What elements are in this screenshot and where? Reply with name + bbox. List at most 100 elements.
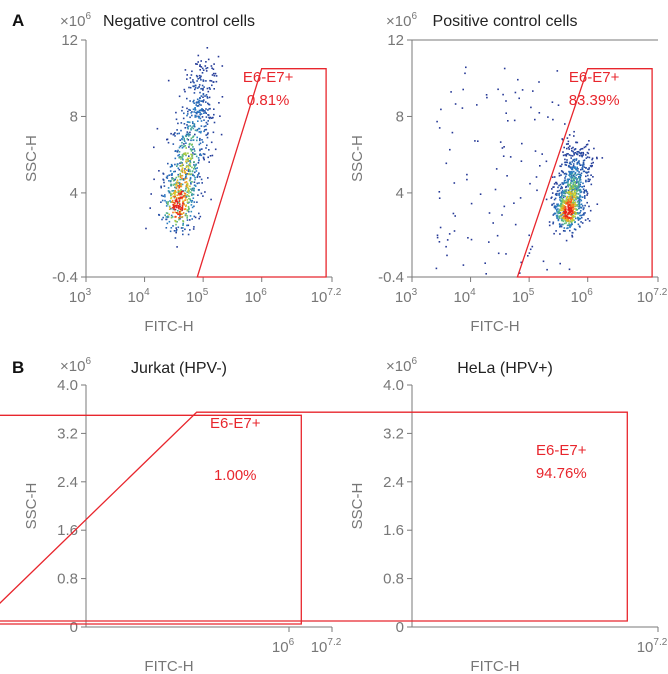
- event-dot: [435, 267, 438, 270]
- event-dot: [202, 69, 205, 71]
- event-dot: [181, 164, 183, 167]
- event-dot: [189, 165, 192, 167]
- event-dot: [579, 217, 581, 220]
- event-dot: [572, 146, 574, 149]
- event-dot: [186, 131, 189, 133]
- event-dot: [192, 100, 194, 103]
- event-dot: [176, 181, 178, 183]
- event-dot: [572, 174, 575, 177]
- event-dot: [551, 196, 553, 199]
- event-dot: [587, 171, 590, 173]
- event-dot: [193, 85, 195, 88]
- event-dot: [213, 88, 215, 90]
- event-dot: [180, 227, 183, 229]
- event-dot: [185, 212, 187, 215]
- event-dot: [572, 193, 574, 196]
- event-dot: [189, 142, 191, 145]
- event-dot: [175, 229, 178, 231]
- event-dot: [572, 188, 575, 191]
- event-dot: [570, 196, 572, 198]
- gate-polygon: [0, 411, 628, 622]
- event-dot: [562, 204, 564, 206]
- event-dot: [170, 163, 173, 166]
- event-dot: [185, 154, 187, 157]
- event-dot: [464, 72, 466, 75]
- event-dot: [191, 187, 194, 190]
- event-dot: [185, 133, 188, 136]
- event-dot: [187, 139, 190, 141]
- event-dot: [192, 152, 194, 154]
- event-dot: [185, 205, 187, 208]
- event-dot: [557, 212, 559, 215]
- event-dot: [164, 194, 166, 196]
- event-dot: [580, 148, 582, 150]
- event-dot: [566, 202, 568, 205]
- event-dot: [528, 252, 531, 254]
- event-dot: [199, 91, 201, 94]
- event-dot: [196, 110, 199, 113]
- event-dot: [505, 112, 507, 114]
- event-dot: [188, 195, 191, 198]
- event-dot: [555, 230, 557, 232]
- event-dot: [218, 102, 220, 104]
- event-dot: [181, 144, 183, 147]
- event-dot: [584, 197, 586, 199]
- event-dot: [569, 229, 571, 232]
- event-dot: [181, 174, 184, 177]
- event-dot: [181, 162, 183, 164]
- event-dot: [162, 172, 164, 175]
- event-dot: [588, 167, 590, 169]
- event-dot: [176, 129, 178, 131]
- event-dot: [177, 190, 180, 193]
- event-dot: [171, 165, 173, 167]
- event-dot: [207, 156, 209, 159]
- event-dot: [560, 204, 563, 207]
- event-dot: [178, 201, 180, 204]
- event-dot: [214, 72, 217, 75]
- event-dot: [563, 195, 566, 197]
- event-dot: [187, 195, 189, 197]
- event-dot: [192, 193, 195, 196]
- event-dot: [203, 125, 206, 128]
- event-dot: [558, 184, 560, 187]
- event-dot: [573, 170, 575, 173]
- event-dot: [181, 207, 184, 209]
- event-dot: [150, 193, 152, 195]
- event-dot: [574, 215, 576, 218]
- event-dot: [585, 180, 587, 183]
- event-dot: [552, 186, 554, 188]
- event-dot: [592, 161, 594, 164]
- event-dot: [561, 193, 563, 196]
- event-dot: [205, 80, 207, 82]
- event-dot: [200, 125, 203, 127]
- event-dot: [582, 188, 585, 190]
- event-dot: [177, 205, 180, 207]
- event-dot: [531, 245, 534, 248]
- event-dot: [588, 148, 590, 151]
- event-dot: [580, 221, 582, 223]
- event-dot: [177, 173, 179, 176]
- event-dot: [586, 192, 589, 195]
- event-dot: [182, 195, 185, 197]
- event-dot: [563, 199, 565, 202]
- event-dot: [567, 199, 569, 201]
- event-dot: [194, 184, 196, 186]
- event-dot: [153, 146, 155, 149]
- event-dot: [181, 190, 184, 193]
- event-dot: [180, 196, 182, 199]
- event-dot: [187, 127, 189, 130]
- event-dot: [564, 230, 566, 232]
- event-dot: [569, 161, 571, 164]
- event-dot: [160, 186, 162, 189]
- event-dot: [517, 78, 519, 81]
- event-dot: [203, 86, 205, 88]
- x-tick-label: 107.2: [311, 287, 342, 306]
- event-dot: [203, 119, 205, 121]
- event-dot: [194, 165, 196, 167]
- event-dot: [196, 136, 198, 139]
- event-dot: [161, 218, 163, 221]
- event-dot: [570, 163, 572, 166]
- event-dot: [192, 80, 194, 83]
- event-dot: [187, 152, 189, 155]
- event-dot: [185, 162, 188, 164]
